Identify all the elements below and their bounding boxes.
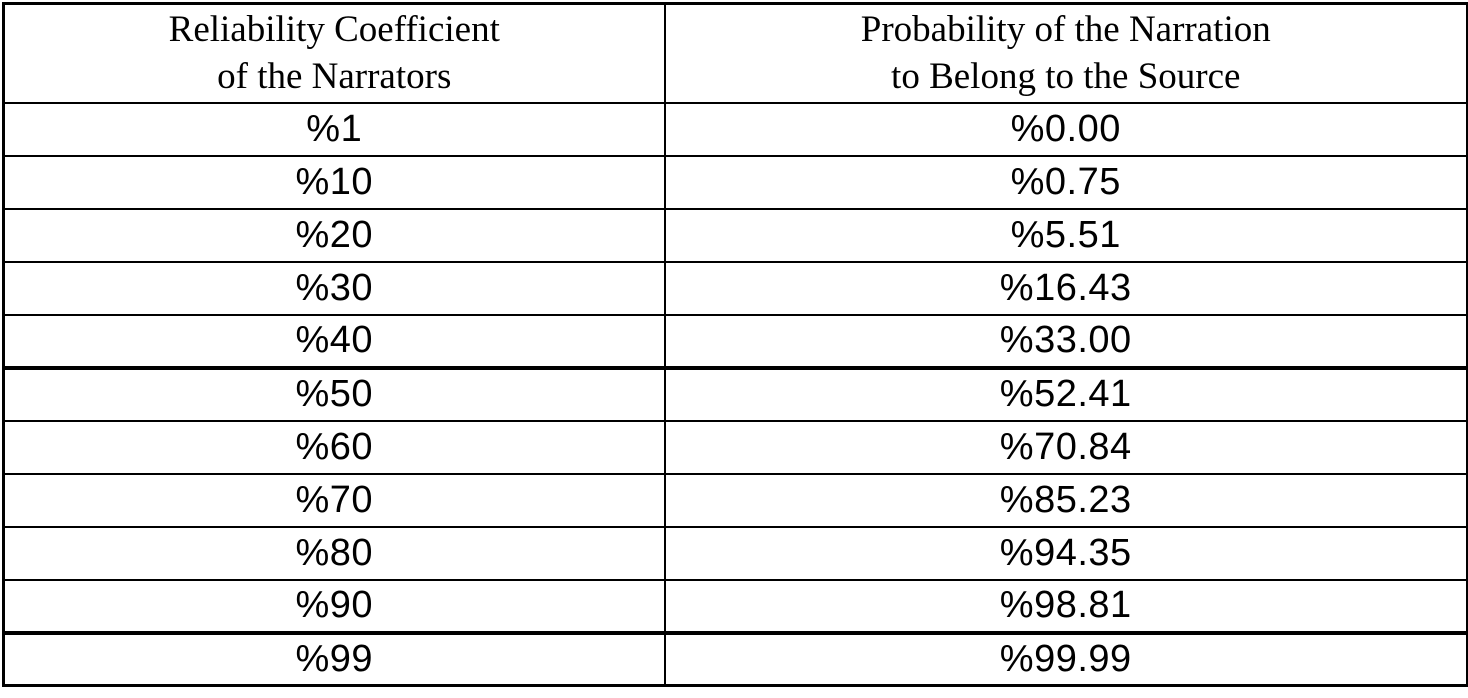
table-row: %20 %5.51 — [2, 207, 1468, 263]
table-row: %40 %33.00 — [2, 313, 1468, 369]
table-row: %90 %98.81 — [2, 578, 1468, 634]
probability-cell: %94.35 — [663, 525, 1468, 581]
probability-cell: %16.43 — [663, 260, 1468, 316]
probability-cell: %98.81 — [663, 578, 1468, 634]
coefficient-cell: %10 — [2, 154, 666, 210]
probability-cell: %99.99 — [663, 630, 1468, 687]
table-body: %1 %0.00 %10 %0.75 %20 %5.51 %30 %16.43 … — [2, 101, 1468, 687]
table-row: %70 %85.23 — [2, 472, 1468, 528]
table-row: %50 %52.41 — [2, 365, 1468, 422]
coefficient-cell: %70 — [2, 472, 666, 528]
probability-cell: %52.41 — [663, 365, 1468, 422]
probability-cell: %70.84 — [663, 419, 1468, 475]
coefficient-cell: %60 — [2, 419, 666, 475]
coefficient-cell: %20 — [2, 207, 666, 263]
coefficient-cell: %50 — [2, 365, 666, 422]
table-row: %60 %70.84 — [2, 419, 1468, 475]
coefficient-cell: %80 — [2, 525, 666, 581]
header-row: Reliability Coefficient of the Narrators… — [2, 2, 1468, 104]
table-row: %10 %0.75 — [2, 154, 1468, 210]
coefficient-cell: %99 — [2, 630, 666, 687]
probability-cell: %33.00 — [663, 313, 1468, 369]
coefficient-cell: %30 — [2, 260, 666, 316]
table-header: Reliability Coefficient of the Narrators… — [2, 2, 1468, 104]
table-row: %30 %16.43 — [2, 260, 1468, 316]
probability-cell: %85.23 — [663, 472, 1468, 528]
table-row: %1 %0.00 — [2, 101, 1468, 157]
coefficient-cell: %40 — [2, 313, 666, 369]
table-row: %80 %94.35 — [2, 525, 1468, 581]
probability-cell: %5.51 — [663, 207, 1468, 263]
column-header-probability: Probability of the Narration to Belong t… — [663, 2, 1468, 104]
probability-cell: %0.00 — [663, 101, 1468, 157]
probability-cell: %0.75 — [663, 154, 1468, 210]
coefficient-cell: %90 — [2, 578, 666, 634]
column-header-reliability-coefficient: Reliability Coefficient of the Narrators — [2, 2, 666, 104]
coefficient-cell: %1 — [2, 101, 666, 157]
table-row: %99 %99.99 — [2, 630, 1468, 687]
